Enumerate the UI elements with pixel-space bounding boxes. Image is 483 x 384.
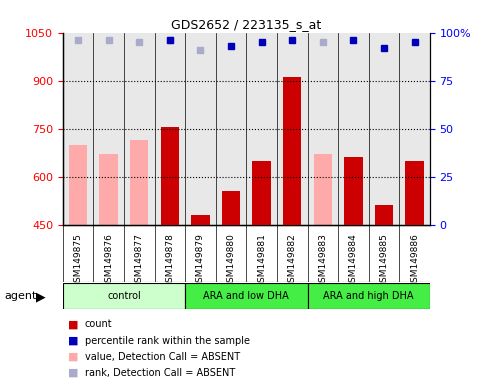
Bar — [216, 33, 246, 225]
Text: ARA and low DHA: ARA and low DHA — [203, 291, 289, 301]
Text: value, Detection Call = ABSENT: value, Detection Call = ABSENT — [85, 352, 240, 362]
Text: ■: ■ — [68, 368, 78, 378]
Bar — [405, 161, 424, 225]
Bar — [338, 33, 369, 225]
Bar — [99, 154, 118, 225]
Text: GSM149878: GSM149878 — [165, 233, 174, 288]
Bar — [283, 78, 301, 225]
Text: rank, Detection Call = ABSENT: rank, Detection Call = ABSENT — [85, 368, 235, 378]
Text: GSM149875: GSM149875 — [73, 233, 83, 288]
Bar — [399, 33, 430, 225]
Text: percentile rank within the sample: percentile rank within the sample — [85, 336, 250, 346]
Bar — [308, 33, 338, 225]
Bar — [130, 140, 148, 225]
Bar — [313, 154, 332, 225]
Bar — [161, 127, 179, 225]
Text: ■: ■ — [68, 319, 78, 329]
Text: GSM149881: GSM149881 — [257, 233, 266, 288]
Bar — [191, 215, 210, 225]
Bar — [375, 205, 393, 225]
Bar — [222, 191, 240, 225]
Bar — [93, 33, 124, 225]
Text: GSM149885: GSM149885 — [380, 233, 388, 288]
Text: control: control — [107, 291, 141, 301]
Text: GSM149883: GSM149883 — [318, 233, 327, 288]
Text: ■: ■ — [68, 336, 78, 346]
Text: GSM149879: GSM149879 — [196, 233, 205, 288]
Bar — [344, 157, 363, 225]
Bar — [155, 33, 185, 225]
Text: ▶: ▶ — [36, 290, 46, 303]
Text: count: count — [85, 319, 112, 329]
Bar — [63, 33, 93, 225]
Title: GDS2652 / 223135_s_at: GDS2652 / 223135_s_at — [171, 18, 322, 31]
Bar — [124, 33, 155, 225]
Text: GSM149884: GSM149884 — [349, 233, 358, 288]
Text: GSM149876: GSM149876 — [104, 233, 113, 288]
Bar — [69, 145, 87, 225]
Text: agent: agent — [5, 291, 37, 301]
Text: ■: ■ — [68, 352, 78, 362]
Text: GSM149882: GSM149882 — [288, 233, 297, 288]
Text: GSM149880: GSM149880 — [227, 233, 236, 288]
Text: GSM149877: GSM149877 — [135, 233, 144, 288]
Bar — [246, 33, 277, 225]
Bar — [185, 283, 308, 309]
Bar — [63, 283, 185, 309]
Text: GSM149886: GSM149886 — [410, 233, 419, 288]
Bar — [253, 161, 271, 225]
Bar — [308, 283, 430, 309]
Bar — [369, 33, 399, 225]
Bar — [185, 33, 216, 225]
Text: ARA and high DHA: ARA and high DHA — [324, 291, 414, 301]
Bar — [277, 33, 308, 225]
